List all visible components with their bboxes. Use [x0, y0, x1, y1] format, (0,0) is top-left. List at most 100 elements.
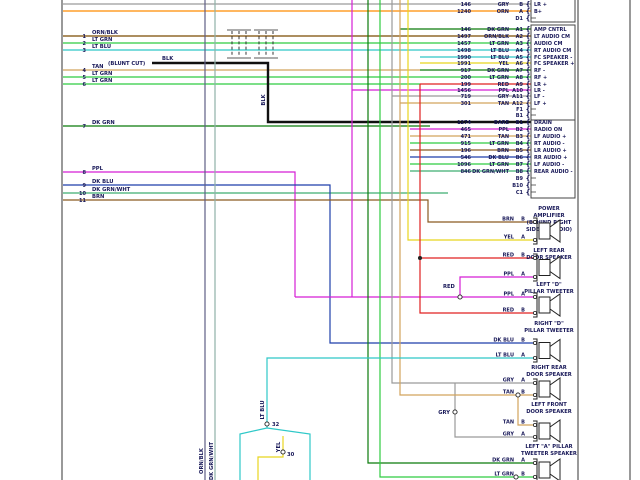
pin-function-label: DRAIN [534, 120, 552, 126]
speaker-cone [549, 255, 561, 280]
annotation: GRY [438, 410, 450, 416]
left-pin-number: 9 [83, 183, 87, 189]
wire-yel [407, 0, 533, 241]
wire-dk-blu [63, 184, 533, 344]
pin-brace: { [526, 119, 531, 127]
pin-brace: { [526, 54, 531, 62]
speaker-wire-color: BRN [502, 217, 514, 223]
pin-id: A4 [516, 48, 524, 54]
wire-lt-grn [379, 0, 533, 478]
speaker-body [538, 222, 551, 240]
speaker-body [538, 422, 551, 440]
pin-function-label: LT AUDIO CM [534, 34, 570, 40]
left-wire-color-label: LT GRN [92, 71, 112, 77]
wire-color-name: PPL [498, 127, 509, 133]
annotation: 32 [272, 422, 280, 428]
pin-brace: { [526, 15, 531, 23]
pin-brace: { [526, 33, 531, 41]
speaker-pin-letter: A [521, 432, 525, 438]
pin-id: A2 [516, 34, 524, 40]
speaker-connector-bracket [533, 217, 538, 245]
left-wire-color-label: LT GRN [92, 37, 112, 43]
left-pin-number: 7 [83, 124, 87, 130]
connector-caption: POWER [538, 206, 559, 212]
pin-function-label: LF AUDIO - [534, 162, 564, 168]
pin-brace: { [526, 182, 531, 190]
pin-brace: { [526, 93, 531, 101]
pin-id: A8 [516, 75, 524, 81]
speaker-wire-color: LT GRN [494, 472, 514, 478]
circuit-number: 719 [461, 94, 472, 100]
splice [457, 294, 463, 300]
pin-function-label: RT AUDIO CM [534, 48, 571, 54]
left-pin-number: 3 [83, 48, 87, 54]
top-connector [530, 0, 576, 23]
pin-id: B3 [516, 134, 524, 140]
speaker-pin-letter: B [521, 472, 525, 478]
splice [515, 392, 521, 398]
circuit-number: 1990 [457, 55, 471, 61]
speaker-name: LEFT FRONT [531, 402, 567, 408]
circuit-number: 1456 [457, 88, 471, 94]
pin-function-label: FC SPEAKER - [534, 55, 572, 61]
speaker-wire-color: GRY [503, 432, 515, 438]
pin-brace: { [526, 40, 531, 48]
pin-id: B6 [516, 155, 524, 161]
splice [417, 255, 423, 261]
pin-id: A5 [516, 55, 524, 61]
speaker-name: LEFT "D" [536, 282, 562, 288]
circuit-number: 196 [461, 148, 472, 154]
pin-id: A3 [516, 41, 524, 47]
pin-function-label: LR + [534, 2, 547, 8]
speaker-body [538, 296, 551, 314]
speaker-name: PILLAR TWEETER [524, 289, 574, 295]
pin-function-label: RR AUDIO + [534, 155, 567, 161]
circuit-number: 546 [461, 155, 472, 161]
annotation: BLK [261, 93, 267, 105]
pin-id: B9 [516, 176, 524, 182]
pin-id: B [519, 2, 523, 8]
wire-color-name: LT BLU [491, 48, 509, 54]
speaker-pin-letter: B [521, 253, 525, 259]
annotation: BLK [162, 56, 174, 62]
annotation: DK GRN/WHT [209, 441, 215, 480]
left-wire-color-label: DK GRN [92, 120, 115, 126]
speaker-pin [533, 310, 538, 315]
speaker-connector-bracket [533, 292, 538, 318]
circuit-number: 1457 [457, 41, 471, 47]
speaker-cone [549, 458, 561, 480]
pin-brace: { [526, 161, 531, 169]
left-pin-number: 1 [83, 34, 87, 40]
pin-brace: { [526, 106, 531, 114]
speaker-connector-bracket [533, 338, 538, 363]
pin-id: C1 [516, 190, 524, 196]
left-wire-color-label: DK GRN/WHT [92, 187, 131, 193]
pin-id: A7 [516, 68, 524, 74]
speaker-name: LEFT REAR [533, 248, 564, 254]
speaker-pin [533, 355, 538, 360]
pin-brace: { [526, 8, 531, 16]
pin-id: B10 [512, 183, 523, 189]
wire-tan [517, 395, 533, 426]
pin-function-label: LF + [534, 101, 547, 107]
speaker-cone [549, 293, 561, 317]
wire-color-name: DK GRN [487, 68, 509, 74]
speaker-name: DOOR SPEAKER [526, 409, 572, 415]
pin-id: A12 [512, 101, 523, 107]
pin-function-label: RF + [534, 75, 547, 81]
left-wire-color-label: ORN/BLK [92, 30, 119, 36]
pin-function-label: RADIO ON [534, 127, 562, 133]
speaker-body [538, 259, 551, 276]
wire-gry [391, 0, 533, 384]
pin-id: B2 [516, 127, 524, 133]
left-wire-color-label: LT BLU [92, 44, 111, 50]
wire-tan [399, 0, 533, 396]
speaker-pin [533, 460, 538, 465]
left-pin-number: 10 [79, 191, 86, 197]
speaker-pin-letter: B [521, 338, 525, 344]
circuit-number: 1274 [457, 120, 471, 126]
circuit-number: 1096 [457, 162, 471, 168]
speaker-pin [533, 274, 538, 279]
wire-red [419, 84, 533, 314]
pin-brace: { [526, 26, 531, 34]
